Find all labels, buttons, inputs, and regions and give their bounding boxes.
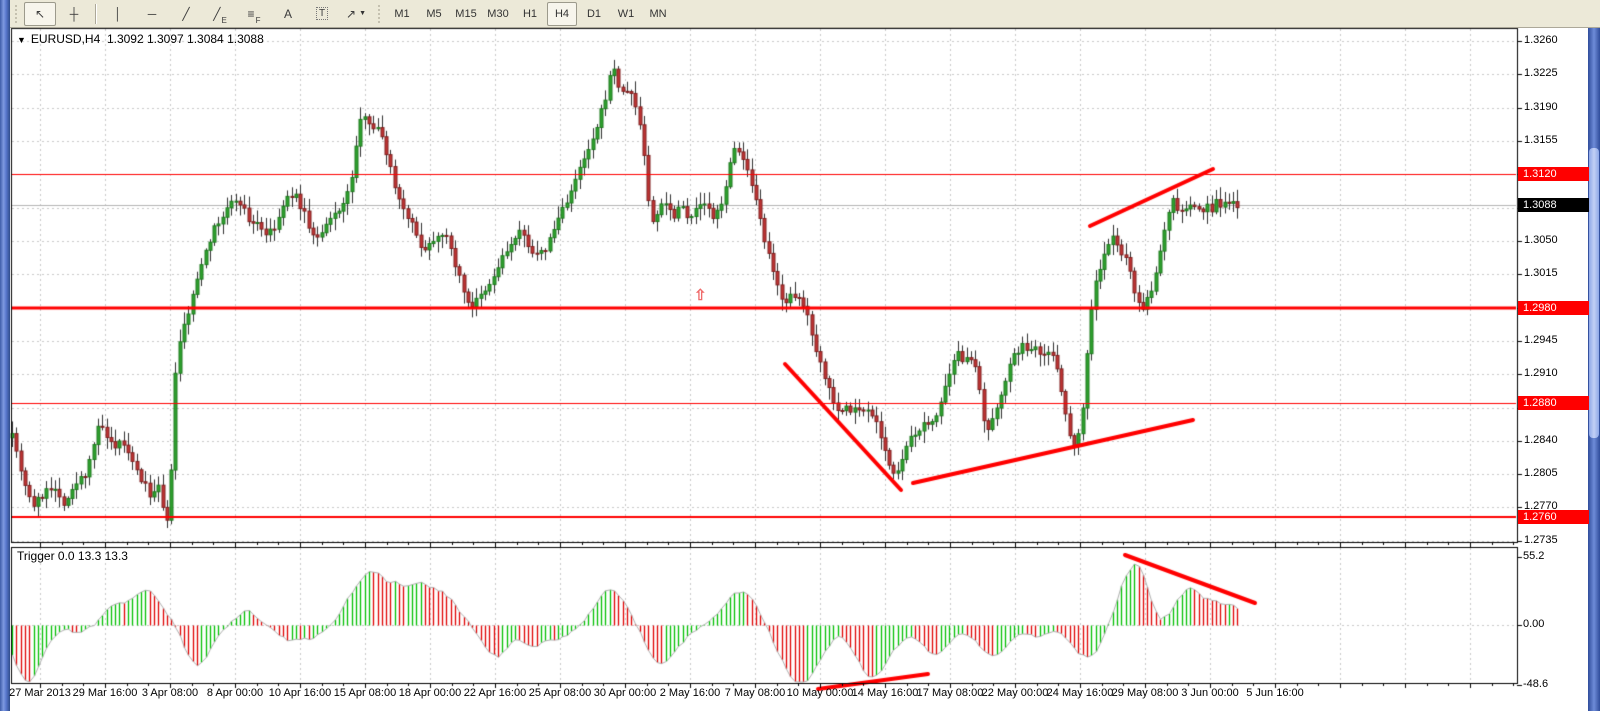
- trendline-icon: ╱: [182, 6, 190, 21]
- indicator-scale-label: 55.2: [1523, 549, 1545, 562]
- time-axis-label: 22 May 00:00: [981, 687, 1049, 699]
- time-axis-label: 15 Apr 08:00: [333, 687, 397, 699]
- timeframe-d1-button[interactable]: D1: [586, 7, 602, 20]
- timeframe-m1-button[interactable]: M1: [394, 7, 410, 20]
- horizontal-line-tool-button[interactable]: ─: [136, 2, 168, 26]
- time-axis-label: 25 Apr 08:00: [528, 687, 592, 699]
- scrollbar-thumb[interactable]: [1589, 148, 1599, 438]
- time-axis-label: 10 May 00:00: [786, 687, 854, 699]
- time-axis-label: 7 May 08:00: [724, 687, 786, 699]
- time-axis-label: 22 Apr 16:00: [463, 687, 527, 699]
- arrows-tool-button[interactable]: ↗ ▼: [340, 2, 372, 26]
- level-price-badge: 1.2880: [1518, 396, 1589, 410]
- price-tick-label: 1.3015: [1524, 267, 1558, 280]
- time-axis-label: 30 Apr 00:00: [593, 687, 657, 699]
- trendline-tool-button[interactable]: ╱: [170, 2, 202, 26]
- chart-dropdown-icon[interactable]: ▼: [17, 35, 26, 45]
- arrows-icon: ↗: [346, 6, 357, 21]
- time-axis-label: 24 May 16:00: [1046, 687, 1114, 699]
- timeframe-mn-button[interactable]: MN: [649, 7, 667, 20]
- text-tool-button[interactable]: A: [272, 2, 304, 26]
- cursor-tool-button[interactable]: ↖: [24, 1, 56, 26]
- indicator-scale-label: -48.6: [1523, 678, 1549, 691]
- vertical-scrollbar[interactable]: [1588, 28, 1600, 711]
- price-tick-label: 1.2945: [1524, 333, 1558, 346]
- timeframe-m30-button[interactable]: M30: [487, 7, 509, 20]
- icon-subscript: E: [221, 15, 227, 25]
- time-axis-label: 17 May 08:00: [916, 687, 984, 699]
- time-axis-label: 29 May 08:00: [1111, 687, 1179, 699]
- equidistant-channel-icon: ╱: [213, 6, 221, 21]
- ohlc-values: 1.3092 1.3097 1.3084 1.3088: [106, 32, 264, 46]
- text-label-icon: T: [315, 7, 329, 20]
- timeframe-m5-button[interactable]: M5: [426, 7, 442, 20]
- text-label-tool-button[interactable]: T: [306, 2, 338, 26]
- fibonacci-tool-button[interactable]: ≡ F: [238, 2, 270, 26]
- current-price-badge: 1.3088: [1518, 198, 1589, 212]
- price-tick-label: 1.3260: [1524, 34, 1558, 46]
- price-tick-label: 1.2840: [1524, 433, 1558, 446]
- indicator-scale-label: 0.00: [1523, 618, 1545, 630]
- toolbar-drag-handle[interactable]: [377, 3, 382, 24]
- window-left-edge: [0, 0, 10, 711]
- dropdown-caret-icon[interactable]: ▼: [359, 10, 366, 17]
- price-tick-label: 1.3225: [1524, 67, 1558, 80]
- time-axis-label: 14 May 16:00: [851, 687, 919, 699]
- price-tick-label: 1.2735: [1524, 533, 1558, 546]
- cursor-icon: ↖: [34, 6, 46, 21]
- symbol-label: EURUSD,H4: [30, 32, 101, 46]
- price-tick-label: 1.3190: [1524, 100, 1558, 113]
- fibonacci-icon: ≡: [247, 6, 255, 21]
- price-tick-label: 1.2805: [1524, 467, 1558, 480]
- price-tick-label: 1.3155: [1524, 133, 1558, 146]
- time-axis-label: 29 Mar 16:00: [72, 687, 138, 699]
- crosshair-tool-button[interactable]: ┼: [58, 2, 90, 26]
- vertical-line-icon: │: [114, 6, 122, 21]
- timeframe-m15-button[interactable]: M15: [455, 7, 477, 20]
- level-price-badge: 1.2980: [1518, 301, 1589, 315]
- time-axis-label: 10 Apr 16:00: [268, 687, 332, 699]
- timeframe-h4-button[interactable]: H4: [547, 1, 577, 26]
- icon-subscript: F: [255, 15, 261, 25]
- horizontal-line-icon: ─: [147, 6, 157, 21]
- level-price-badge: 1.3120: [1518, 167, 1589, 181]
- timeframe-h1-button[interactable]: H1: [522, 7, 538, 20]
- crosshair-icon: ┼: [69, 6, 79, 21]
- text-icon: A: [283, 6, 292, 21]
- toolbar: ↖ ┼ │ ─ ╱ ╱ E ≡ F A T ↗ ▼ M1 M5 M15 M30 H1 H4 D1 W1 MN: [10, 0, 1600, 28]
- timeframe-w1-button[interactable]: W1: [617, 7, 635, 20]
- time-axis-label: 5 Jun 16:00: [1246, 687, 1304, 699]
- time-axis-label: 27 Mar 2013: [9, 687, 71, 699]
- time-axis-label: 2 May 16:00: [659, 687, 721, 699]
- price-tick-label: 1.2910: [1524, 367, 1558, 380]
- time-axis-label: 18 Apr 00:00: [398, 687, 462, 699]
- price-tick-label: 1.3050: [1524, 233, 1558, 246]
- indicator-title: Trigger 0.0 13.3 13.3: [17, 549, 128, 563]
- toolbar-drag-handle[interactable]: [14, 3, 19, 24]
- equidistant-channel-tool-button[interactable]: ╱ E: [204, 2, 236, 26]
- toolbar-separator: [95, 3, 97, 24]
- level-price-badge: 1.2760: [1518, 510, 1589, 524]
- vertical-line-tool-button[interactable]: │: [102, 2, 134, 26]
- symbol-ohlc-title: ▼ EURUSD,H4 1.3092 1.3097 1.3084 1.3088: [17, 32, 264, 46]
- up-arrow-marker[interactable]: ⇧: [694, 287, 707, 304]
- price-tick-label: 1.2770: [1524, 500, 1558, 513]
- time-axis-label: 8 Apr 00:00: [206, 687, 264, 699]
- time-axis-label: 3 Apr 08:00: [141, 687, 199, 699]
- time-axis-label: 3 Jun 00:00: [1181, 687, 1239, 699]
